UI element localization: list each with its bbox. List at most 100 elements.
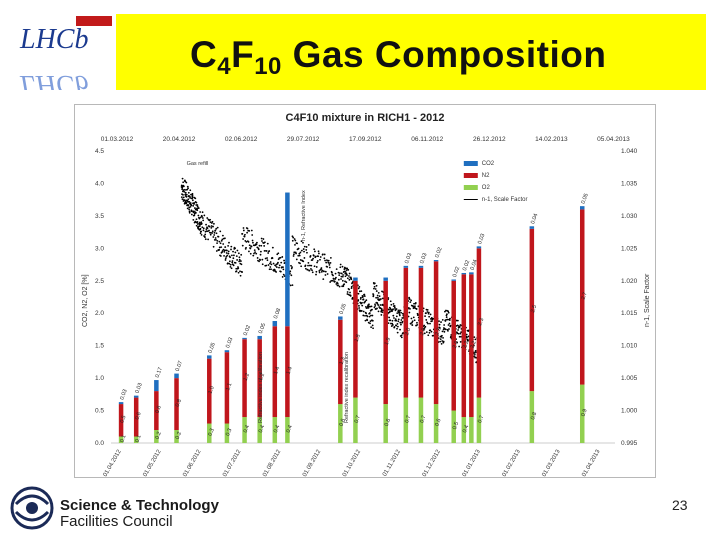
scale-factor-point xyxy=(394,308,396,310)
bar-co2 xyxy=(174,373,179,379)
scale-factor-point xyxy=(256,241,258,244)
scale-factor-point xyxy=(345,269,348,272)
scale-factor-point xyxy=(336,282,339,285)
scale-factor-point xyxy=(233,254,235,257)
scale-factor-point xyxy=(190,204,193,207)
scale-factor-point xyxy=(424,325,427,328)
scale-factor-point xyxy=(398,309,400,312)
scale-factor-point xyxy=(227,244,230,247)
scale-factor-point xyxy=(215,250,218,252)
scale-factor-point xyxy=(357,292,360,295)
scale-factor-point xyxy=(261,240,263,242)
scale-factor-point xyxy=(441,330,444,333)
bar-label-co2: 0.08 xyxy=(273,308,282,320)
scale-factor-point xyxy=(261,258,264,261)
bar-n2 xyxy=(529,228,535,392)
bar-label-co2: 0.02 xyxy=(462,260,471,272)
scale-factor-point xyxy=(290,274,293,277)
scale-factor-point xyxy=(196,209,199,212)
scale-factor-point xyxy=(388,308,390,311)
lhcb-logo: LHCb LHCb xyxy=(14,14,114,100)
bar-n2 xyxy=(433,261,439,405)
scale-factor-point xyxy=(255,252,258,255)
scale-factor-point xyxy=(341,275,344,278)
page-number: 23 xyxy=(672,497,688,513)
scale-factor-point xyxy=(291,266,293,269)
scale-factor-point xyxy=(410,317,413,320)
scale-factor-point xyxy=(423,324,426,327)
scale-factor-point xyxy=(220,246,223,249)
scale-factor-point xyxy=(326,266,329,268)
scale-factor-point xyxy=(409,308,411,310)
scale-factor-point xyxy=(330,279,333,282)
bar-co2 xyxy=(133,395,139,398)
scale-factor-point xyxy=(200,233,203,236)
scale-factor-point xyxy=(372,294,375,296)
scale-factor-point xyxy=(190,193,192,196)
scale-factor-point xyxy=(231,260,234,262)
scale-factor-point xyxy=(311,269,313,272)
scale-factor-point xyxy=(224,246,227,248)
scale-factor-point xyxy=(187,204,190,207)
scale-factor-point xyxy=(195,201,198,204)
bar-o2 xyxy=(338,404,343,443)
scale-factor-point xyxy=(264,257,267,260)
bar-label-co2: 0.02 xyxy=(452,266,461,278)
scale-factor-point xyxy=(279,270,282,273)
bar-label-co2: 0.03 xyxy=(477,233,486,245)
top-axis-date: 17.09.2012 xyxy=(349,136,382,143)
scale-factor-point xyxy=(396,327,398,330)
bar-n2 xyxy=(338,319,343,405)
scale-factor-point xyxy=(185,195,188,198)
scale-factor-point xyxy=(328,266,331,269)
scale-factor-point xyxy=(206,217,209,219)
scale-factor-point xyxy=(216,226,219,229)
bar-co2 xyxy=(272,321,278,327)
bar-n2 xyxy=(418,267,424,398)
bar-co2 xyxy=(242,337,247,340)
scale-factor-point xyxy=(474,349,477,352)
scale-factor-point xyxy=(305,249,308,251)
top-axis-date: 02.06.2012 xyxy=(225,136,258,143)
scale-factor-point xyxy=(425,312,427,315)
scale-factor-point xyxy=(263,245,266,247)
scale-factor-point xyxy=(215,238,217,241)
scale-factor-point xyxy=(258,244,261,247)
scale-factor-point xyxy=(400,336,403,339)
scale-factor-point xyxy=(219,242,222,245)
scale-factor-point xyxy=(459,332,462,335)
scale-factor-point xyxy=(191,197,194,200)
bar-label-co2: 0.05 xyxy=(580,193,589,205)
scale-factor-point xyxy=(299,259,302,261)
scale-factor-point xyxy=(440,334,443,337)
scale-factor-point xyxy=(211,230,214,233)
bar-label-n2: 1.1 xyxy=(225,382,233,391)
scale-factor-point xyxy=(350,285,353,288)
scale-factor-point xyxy=(283,259,286,262)
scale-factor-point xyxy=(267,264,270,266)
scale-factor-point xyxy=(240,263,243,266)
scale-factor-point xyxy=(377,291,380,294)
bar-o2 xyxy=(476,397,482,443)
top-axis-dates: 01.03.2012 20.04.2012 02.06.2012 29.07.2012… xyxy=(101,136,630,143)
bar-co2 xyxy=(154,380,159,392)
scale-factor-point xyxy=(387,322,390,325)
bar-label-o2: 0.7 xyxy=(477,415,485,424)
scale-factor-point xyxy=(446,313,448,316)
scale-factor-point xyxy=(218,248,221,251)
bar-label-n2: 2.3 xyxy=(477,317,485,326)
scale-factor-point xyxy=(241,232,244,235)
scale-factor-point xyxy=(319,256,322,258)
scale-factor-point xyxy=(308,269,311,272)
bar-label-n2: 0.6 xyxy=(134,411,142,420)
scale-factor-point xyxy=(473,351,475,354)
scale-factor-point xyxy=(332,274,334,277)
scale-factor-point xyxy=(370,314,372,317)
bar-o2 xyxy=(451,410,456,443)
scale-factor-point xyxy=(399,328,401,331)
scale-factor-point xyxy=(447,310,450,313)
scale-factor-point xyxy=(360,309,363,312)
scale-factor-point xyxy=(349,291,351,294)
bar-label-n2: 1.8 xyxy=(354,334,362,343)
bottom-axis-date: 01.06.2012 xyxy=(182,448,203,477)
